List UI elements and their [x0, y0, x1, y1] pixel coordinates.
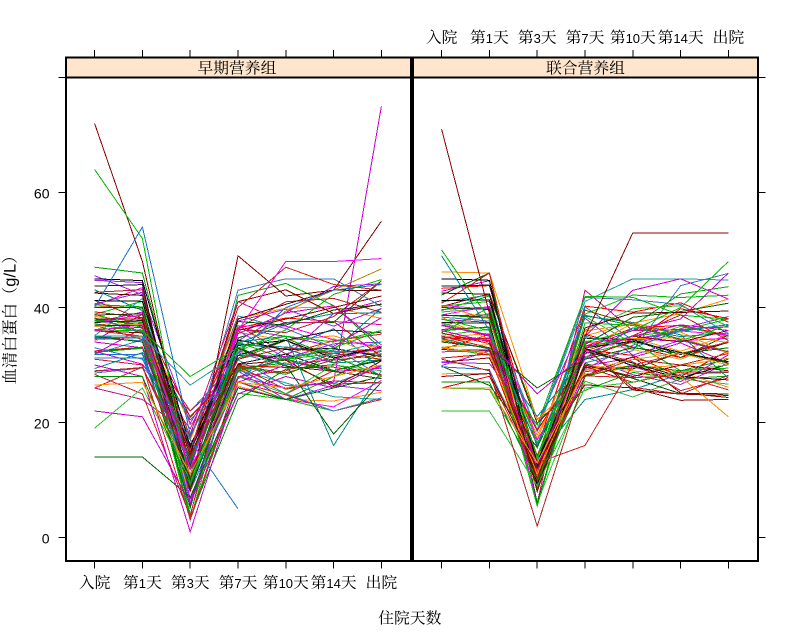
svg-text:1: 1: [626, 31, 633, 46]
svg-text:g: g: [1, 278, 19, 287]
svg-text:3: 3: [534, 31, 541, 46]
svg-text:7: 7: [234, 576, 241, 591]
svg-text:40: 40: [34, 301, 50, 317]
svg-text:7: 7: [581, 31, 588, 46]
svg-text:0: 0: [286, 576, 293, 591]
svg-text:1: 1: [486, 31, 493, 46]
svg-text:1: 1: [139, 576, 146, 591]
svg-text:1: 1: [673, 31, 680, 46]
svg-text:0: 0: [633, 31, 640, 46]
svg-text:1: 1: [279, 576, 286, 591]
svg-text:20: 20: [34, 416, 50, 432]
svg-text:3: 3: [187, 576, 194, 591]
svg-text:0: 0: [42, 531, 50, 547]
svg-text:4: 4: [334, 576, 341, 591]
svg-text:L: L: [1, 264, 19, 273]
svg-text:1: 1: [326, 576, 333, 591]
svg-text:60: 60: [34, 186, 50, 202]
svg-text:4: 4: [681, 31, 688, 46]
svg-text:/: /: [1, 273, 19, 278]
